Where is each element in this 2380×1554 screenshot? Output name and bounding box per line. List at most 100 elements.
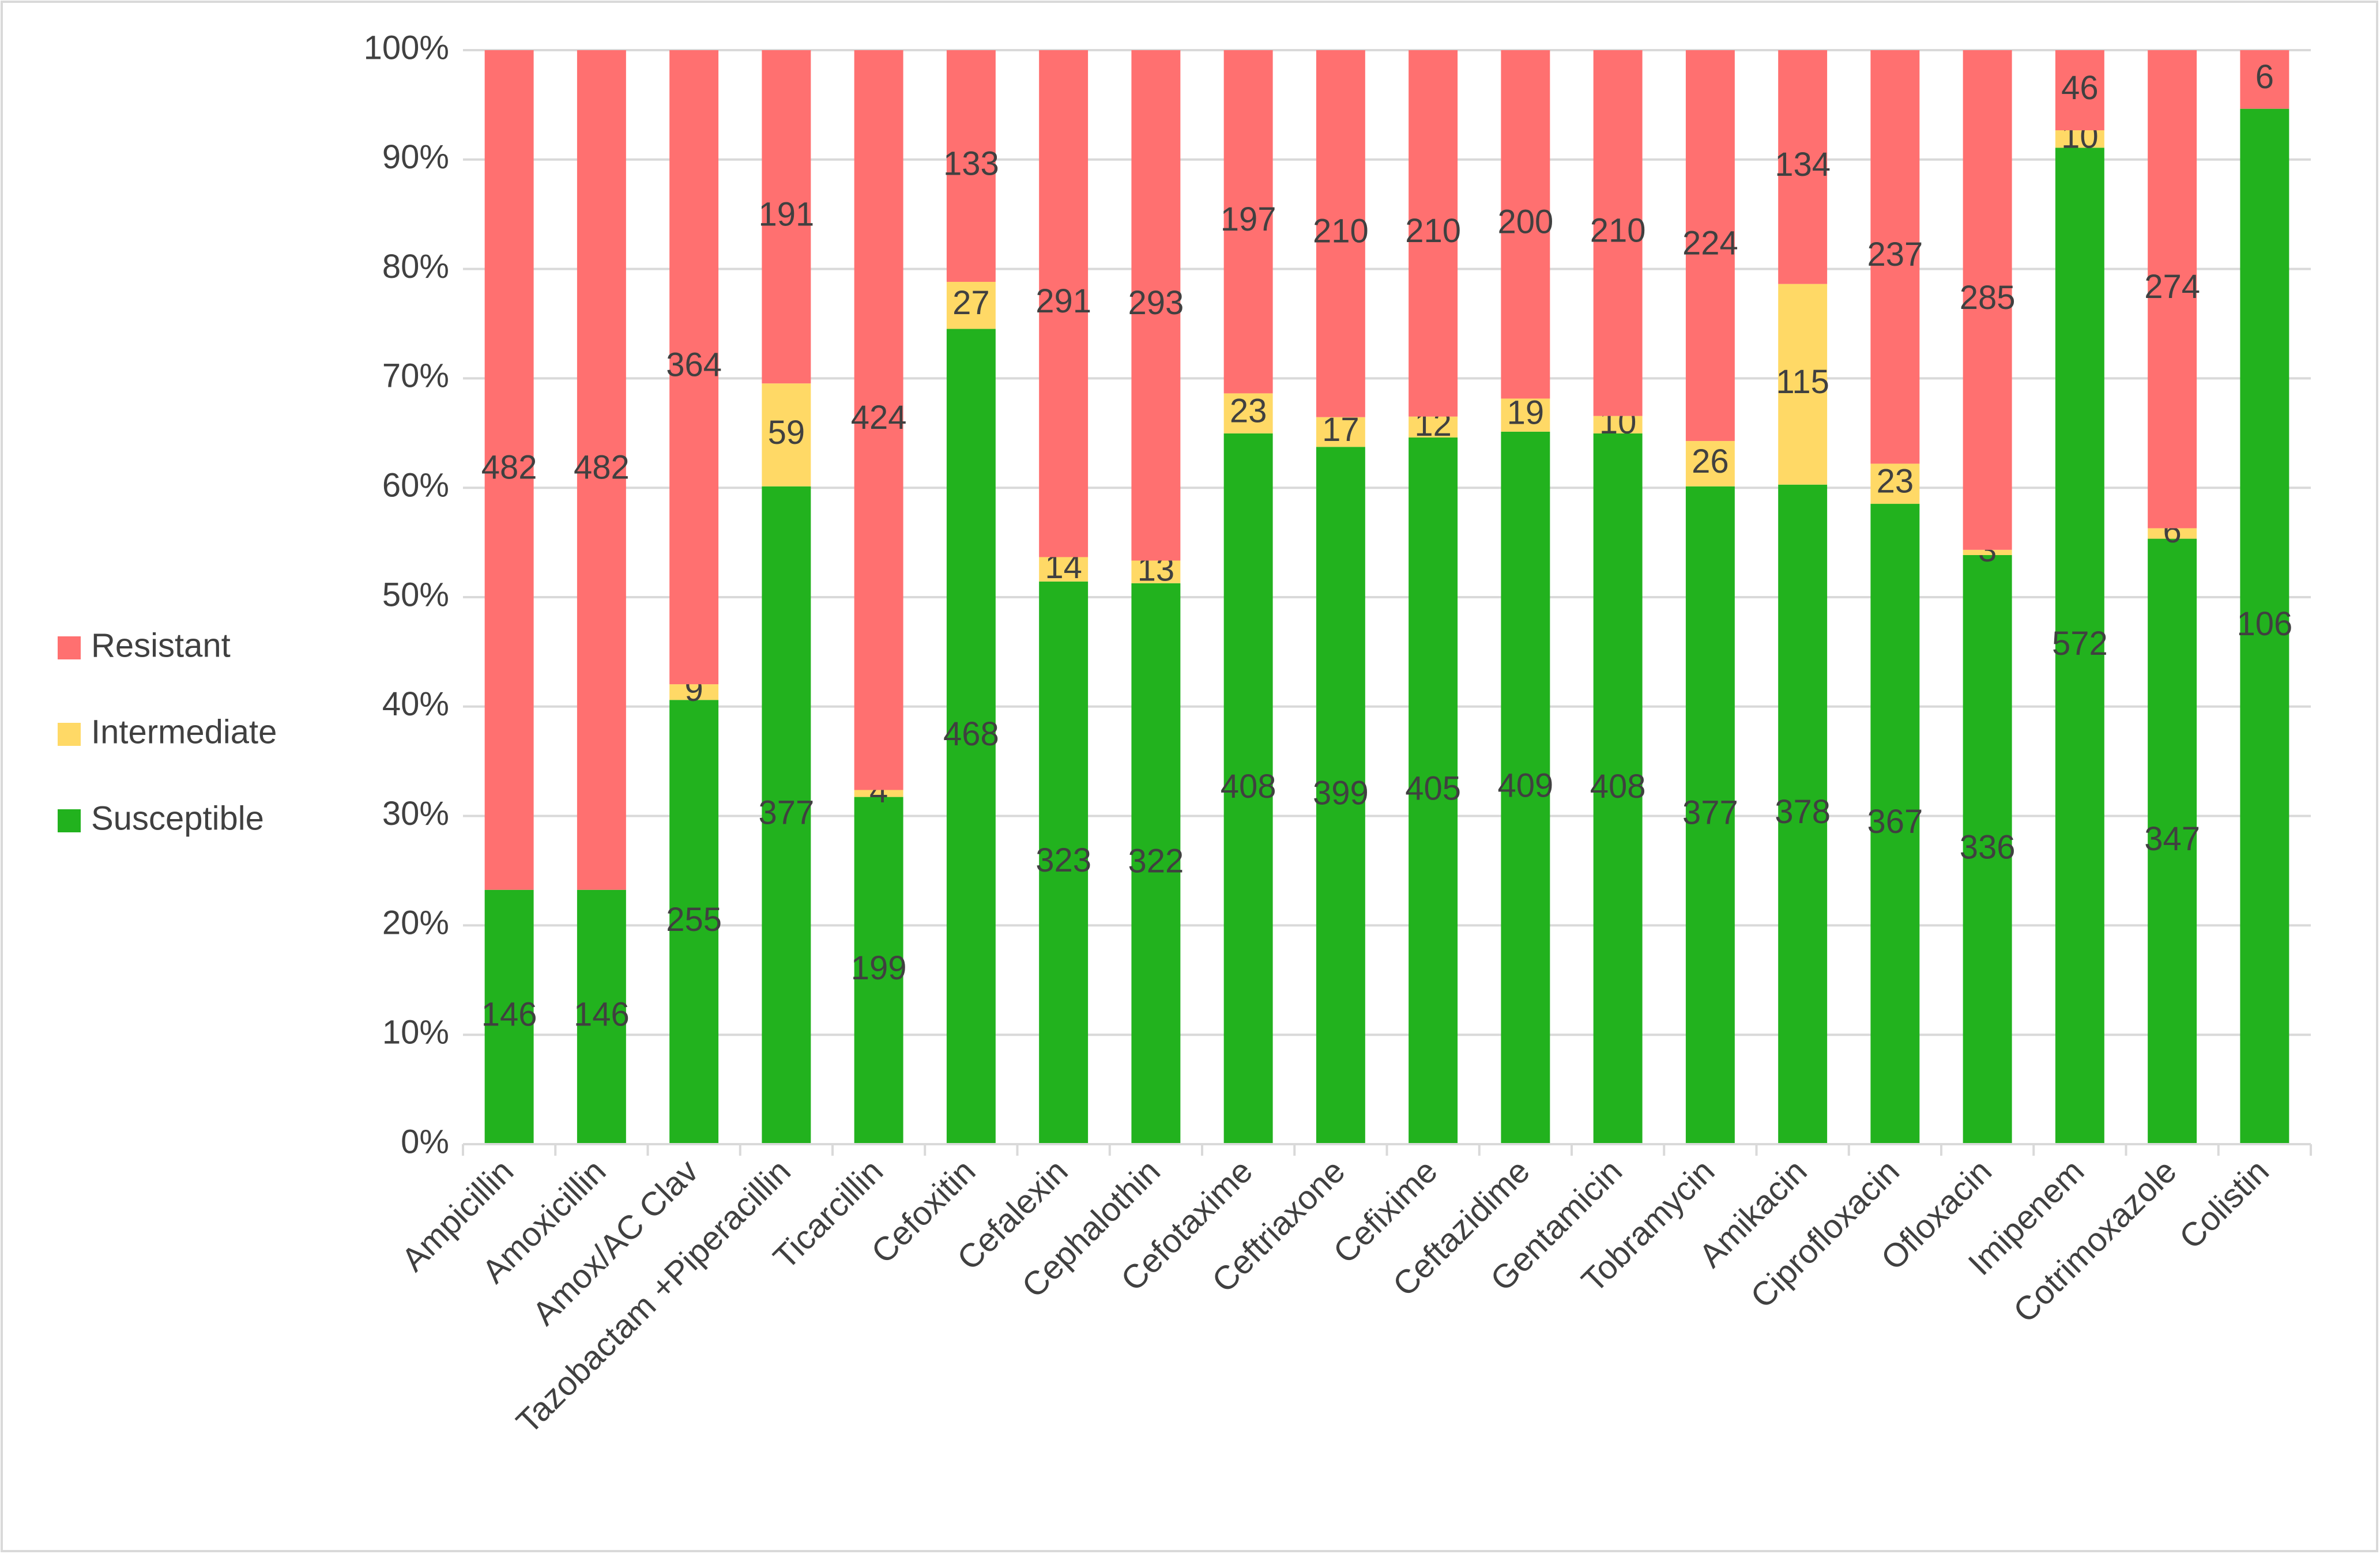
data-label: 336: [1960, 828, 2016, 866]
y-tick-label: 30%: [382, 795, 449, 832]
bar-segment: [669, 50, 719, 685]
y-tick-label: 80%: [382, 248, 449, 285]
data-label: 377: [1682, 794, 1738, 832]
y-tick-label: 90%: [382, 138, 449, 176]
data-label: 200: [1497, 203, 1553, 241]
bar-segment: [1870, 463, 1920, 504]
data-label: 210: [1405, 212, 1461, 250]
bar-segment: [854, 797, 903, 1144]
data-label: 378: [1775, 793, 1831, 831]
bar-segment: [484, 50, 534, 890]
data-label: 572: [2052, 625, 2108, 662]
bar-segment: [762, 486, 811, 1144]
legend-label: Intermediate: [91, 713, 277, 750]
data-label: 115: [1776, 363, 1829, 401]
y-tick-label: 20%: [382, 904, 449, 942]
bar-segment: [1963, 50, 2012, 550]
bar-segment: [1131, 560, 1181, 583]
data-label: 482: [481, 449, 537, 486]
bar-segment: [1223, 50, 1273, 394]
data-label: 408: [1590, 768, 1646, 805]
data-label: 146: [574, 996, 630, 1034]
bar-segment: [1409, 437, 1458, 1144]
bar-segment: [2055, 148, 2104, 1144]
y-tick-label: 10%: [382, 1014, 449, 1051]
bar-segment: [577, 50, 626, 890]
data-label: 27: [952, 284, 990, 322]
y-tick-label: 40%: [382, 685, 449, 723]
bar-segment: [1963, 549, 2012, 555]
bar-segment: [762, 50, 811, 384]
bar-segment: [1593, 50, 1643, 416]
data-label: 367: [1867, 803, 1923, 840]
bar-segment: [2240, 50, 2289, 109]
bar-segment: [1685, 50, 1735, 442]
bar-segment: [1131, 50, 1181, 561]
bar-segment: [2148, 538, 2197, 1144]
data-label: 197: [1221, 201, 1276, 238]
legend-swatch: [58, 809, 81, 832]
bar-segment: [1039, 557, 1089, 582]
bar-segment: [946, 50, 996, 282]
data-label: 210: [1590, 212, 1646, 250]
bar-segment: [669, 684, 719, 700]
bar-segment: [577, 889, 626, 1144]
bar-segment: [484, 889, 534, 1144]
y-tick-label: 100%: [364, 29, 449, 66]
y-tick-label: 50%: [382, 576, 449, 613]
bar-segment: [1409, 50, 1458, 417]
bar-segment: [1223, 433, 1273, 1144]
data-label: 134: [1775, 146, 1831, 183]
data-label: 291: [1035, 282, 1091, 320]
legend-swatch: [58, 723, 81, 746]
data-label: 323: [1035, 842, 1091, 879]
legend-swatch: [58, 636, 81, 659]
bar-segment: [1501, 50, 1550, 399]
bar-segment: [1963, 555, 2012, 1144]
data-label: 19: [1507, 394, 1545, 431]
data-label: 224: [1682, 224, 1738, 262]
data-label: 237: [1867, 236, 1923, 273]
data-label: 377: [758, 794, 814, 832]
data-label: 6: [2255, 58, 2274, 96]
bar-segment: [1316, 50, 1365, 417]
bar-segment: [854, 50, 903, 790]
data-label: 293: [1128, 284, 1184, 322]
data-label: 46: [2061, 69, 2099, 107]
bar-segment: [1039, 581, 1089, 1144]
legend-label: Resistant: [91, 627, 231, 664]
bar-segment: [946, 329, 996, 1144]
bar-segment: [669, 700, 719, 1144]
bar-segment: [2240, 108, 2289, 1144]
data-label: 59: [768, 414, 805, 451]
data-label: 199: [851, 949, 907, 987]
bar-segment: [1409, 416, 1458, 438]
bar-segment: [1593, 416, 1643, 433]
bar-segment: [2148, 528, 2197, 539]
bar-segment: [2148, 50, 2197, 529]
data-label: 424: [851, 399, 907, 436]
bar-segment: [762, 383, 811, 486]
bar-segment: [2055, 50, 2104, 131]
bar-segment: [1778, 484, 1828, 1144]
data-label: 106: [2236, 605, 2292, 643]
bar-segment: [1870, 504, 1920, 1144]
data-label: 364: [666, 346, 722, 383]
bar-segment: [1316, 447, 1365, 1144]
bar-segment: [1039, 50, 1089, 557]
data-label: 468: [943, 715, 999, 753]
bar-segment: [946, 281, 996, 329]
bar-segment: [1316, 417, 1365, 447]
data-label: 399: [1313, 774, 1369, 812]
data-label: 482: [574, 449, 630, 486]
data-label: 347: [2144, 820, 2200, 858]
bar-segment: [1685, 441, 1735, 486]
bar-segment: [1685, 486, 1735, 1144]
bar-segment: [1501, 431, 1550, 1145]
data-label: 408: [1221, 768, 1276, 805]
y-tick-label: 70%: [382, 357, 449, 395]
y-tick-label: 0%: [401, 1123, 449, 1160]
data-label: 26: [1692, 443, 1729, 480]
data-label: 146: [481, 996, 537, 1034]
